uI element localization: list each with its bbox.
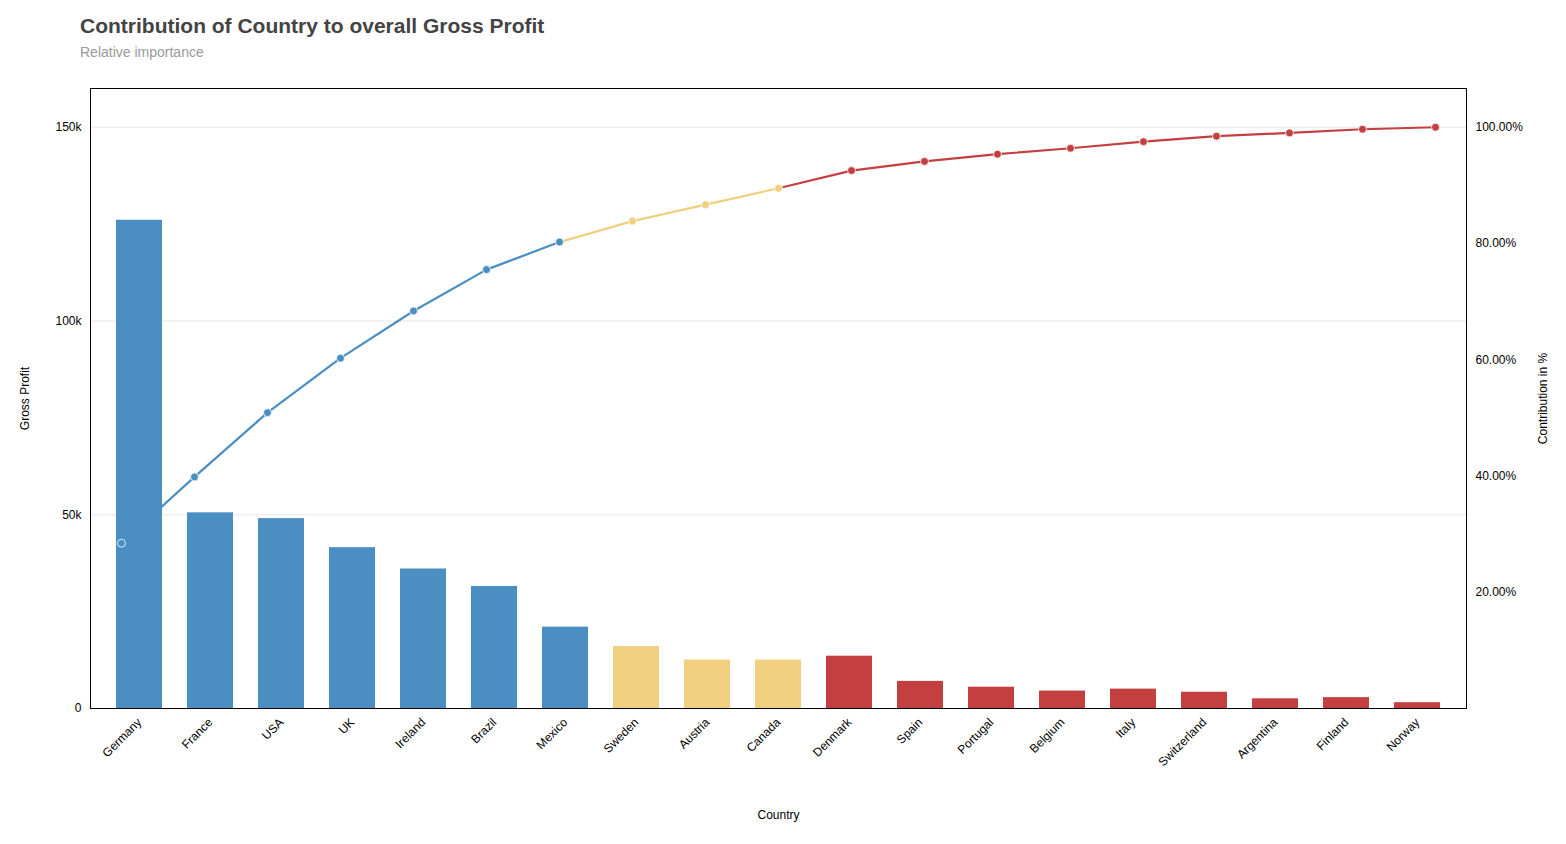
svg-text:Contribution in %: Contribution in % [1536,352,1550,444]
svg-text:Canada: Canada [744,715,784,755]
svg-text:USA: USA [259,715,286,742]
svg-text:Country: Country [757,808,799,822]
svg-text:UK: UK [336,715,358,737]
svg-text:20.00%: 20.00% [1476,585,1517,599]
svg-text:Switzerland: Switzerland [1156,715,1210,769]
svg-text:Mexico: Mexico [534,715,571,752]
svg-text:Gross Profit: Gross Profit [18,366,32,430]
svg-text:150k: 150k [55,120,82,134]
svg-text:0: 0 [75,701,82,715]
svg-text:40.00%: 40.00% [1476,469,1517,483]
svg-text:60.00%: 60.00% [1476,353,1517,367]
svg-text:80.00%: 80.00% [1476,236,1517,250]
svg-text:Spain: Spain [894,715,926,747]
svg-text:Germany: Germany [100,715,145,760]
svg-text:Italy: Italy [1113,715,1138,740]
svg-text:50k: 50k [62,508,82,522]
svg-text:France: France [179,715,216,752]
svg-text:Austria: Austria [676,715,713,752]
svg-text:Norway: Norway [1384,715,1423,754]
html-text:Contribution of Country to ove: Contribution of Country to overall Gross… [80,14,545,37]
svg-text:Belgium: Belgium [1027,715,1068,756]
svg-text:Argentina: Argentina [1234,715,1280,761]
svg-text:Ireland: Ireland [392,715,428,751]
svg-text:Brazil: Brazil [468,715,499,746]
svg-text:Denmark: Denmark [810,715,855,760]
html-text:Relative importance: Relative importance [80,44,204,60]
svg-text:Portugal: Portugal [955,715,997,757]
svg-text:Finland: Finland [1314,715,1352,753]
svg-text:Sweden: Sweden [601,715,642,756]
svg-text:100k: 100k [55,314,82,328]
svg-text:100.00%: 100.00% [1476,120,1524,134]
